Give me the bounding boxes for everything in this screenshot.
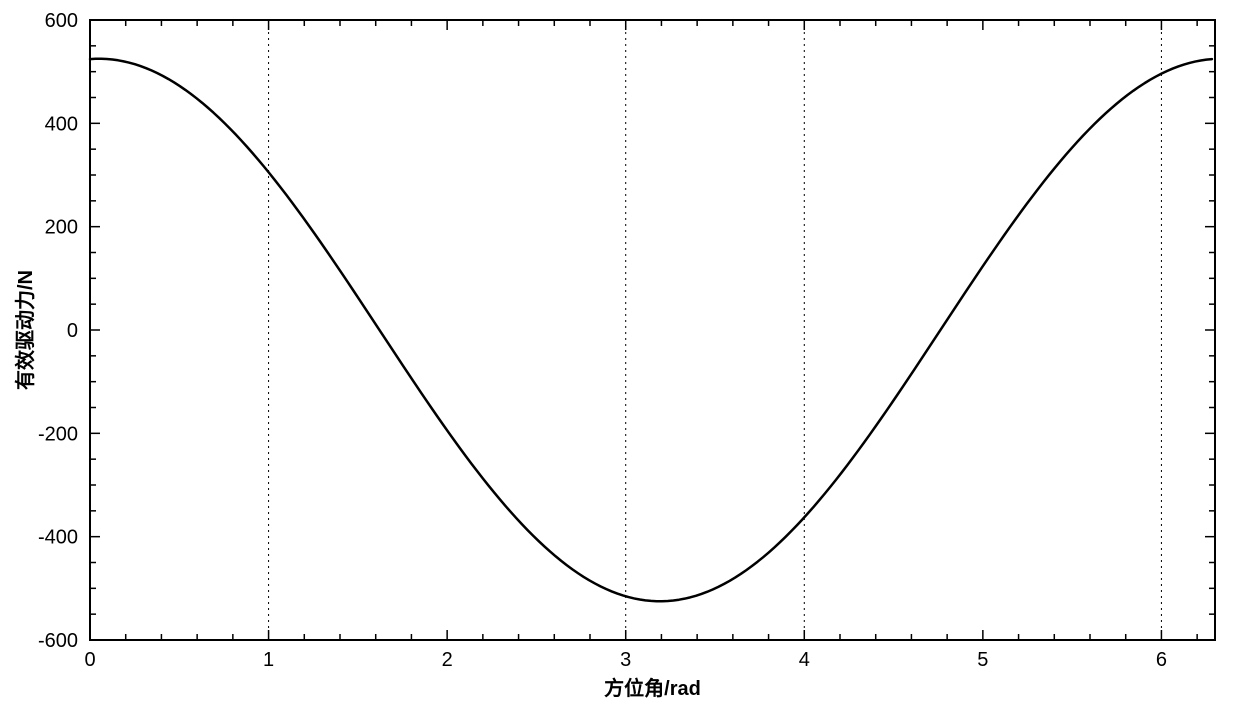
x-tick-label: 3 [620,649,631,671]
chart-container: 0 1 2 3 4 5 6 -600 -400 -200 0 200 400 600 方位角/rad 有效驱动… [0,0,1240,709]
y-tick-label: -400 [38,527,78,549]
x-tick-label: 6 [1156,649,1167,671]
x-tick-label: 0 [84,649,95,671]
x-tick-label: 5 [977,649,988,671]
x-tick-label: 1 [263,649,274,671]
y-axis-label: 有效驱动力/N [13,270,37,390]
y-tick-label: 600 [45,10,78,32]
line-chart: 0 1 2 3 4 5 6 -600 -400 -200 0 200 400 600 方位角/rad 有效驱动… [0,0,1240,709]
y-tick-label: 400 [45,113,78,135]
y-tick-label: 0 [67,320,78,342]
x-tick-label: 4 [799,649,810,671]
y-tick-label: -600 [38,630,78,652]
x-axis-label: 方位角/rad [604,676,701,700]
y-tick-label: 200 [45,217,78,239]
y-tick-label: -200 [38,423,78,445]
x-tick-label: 2 [442,649,453,671]
